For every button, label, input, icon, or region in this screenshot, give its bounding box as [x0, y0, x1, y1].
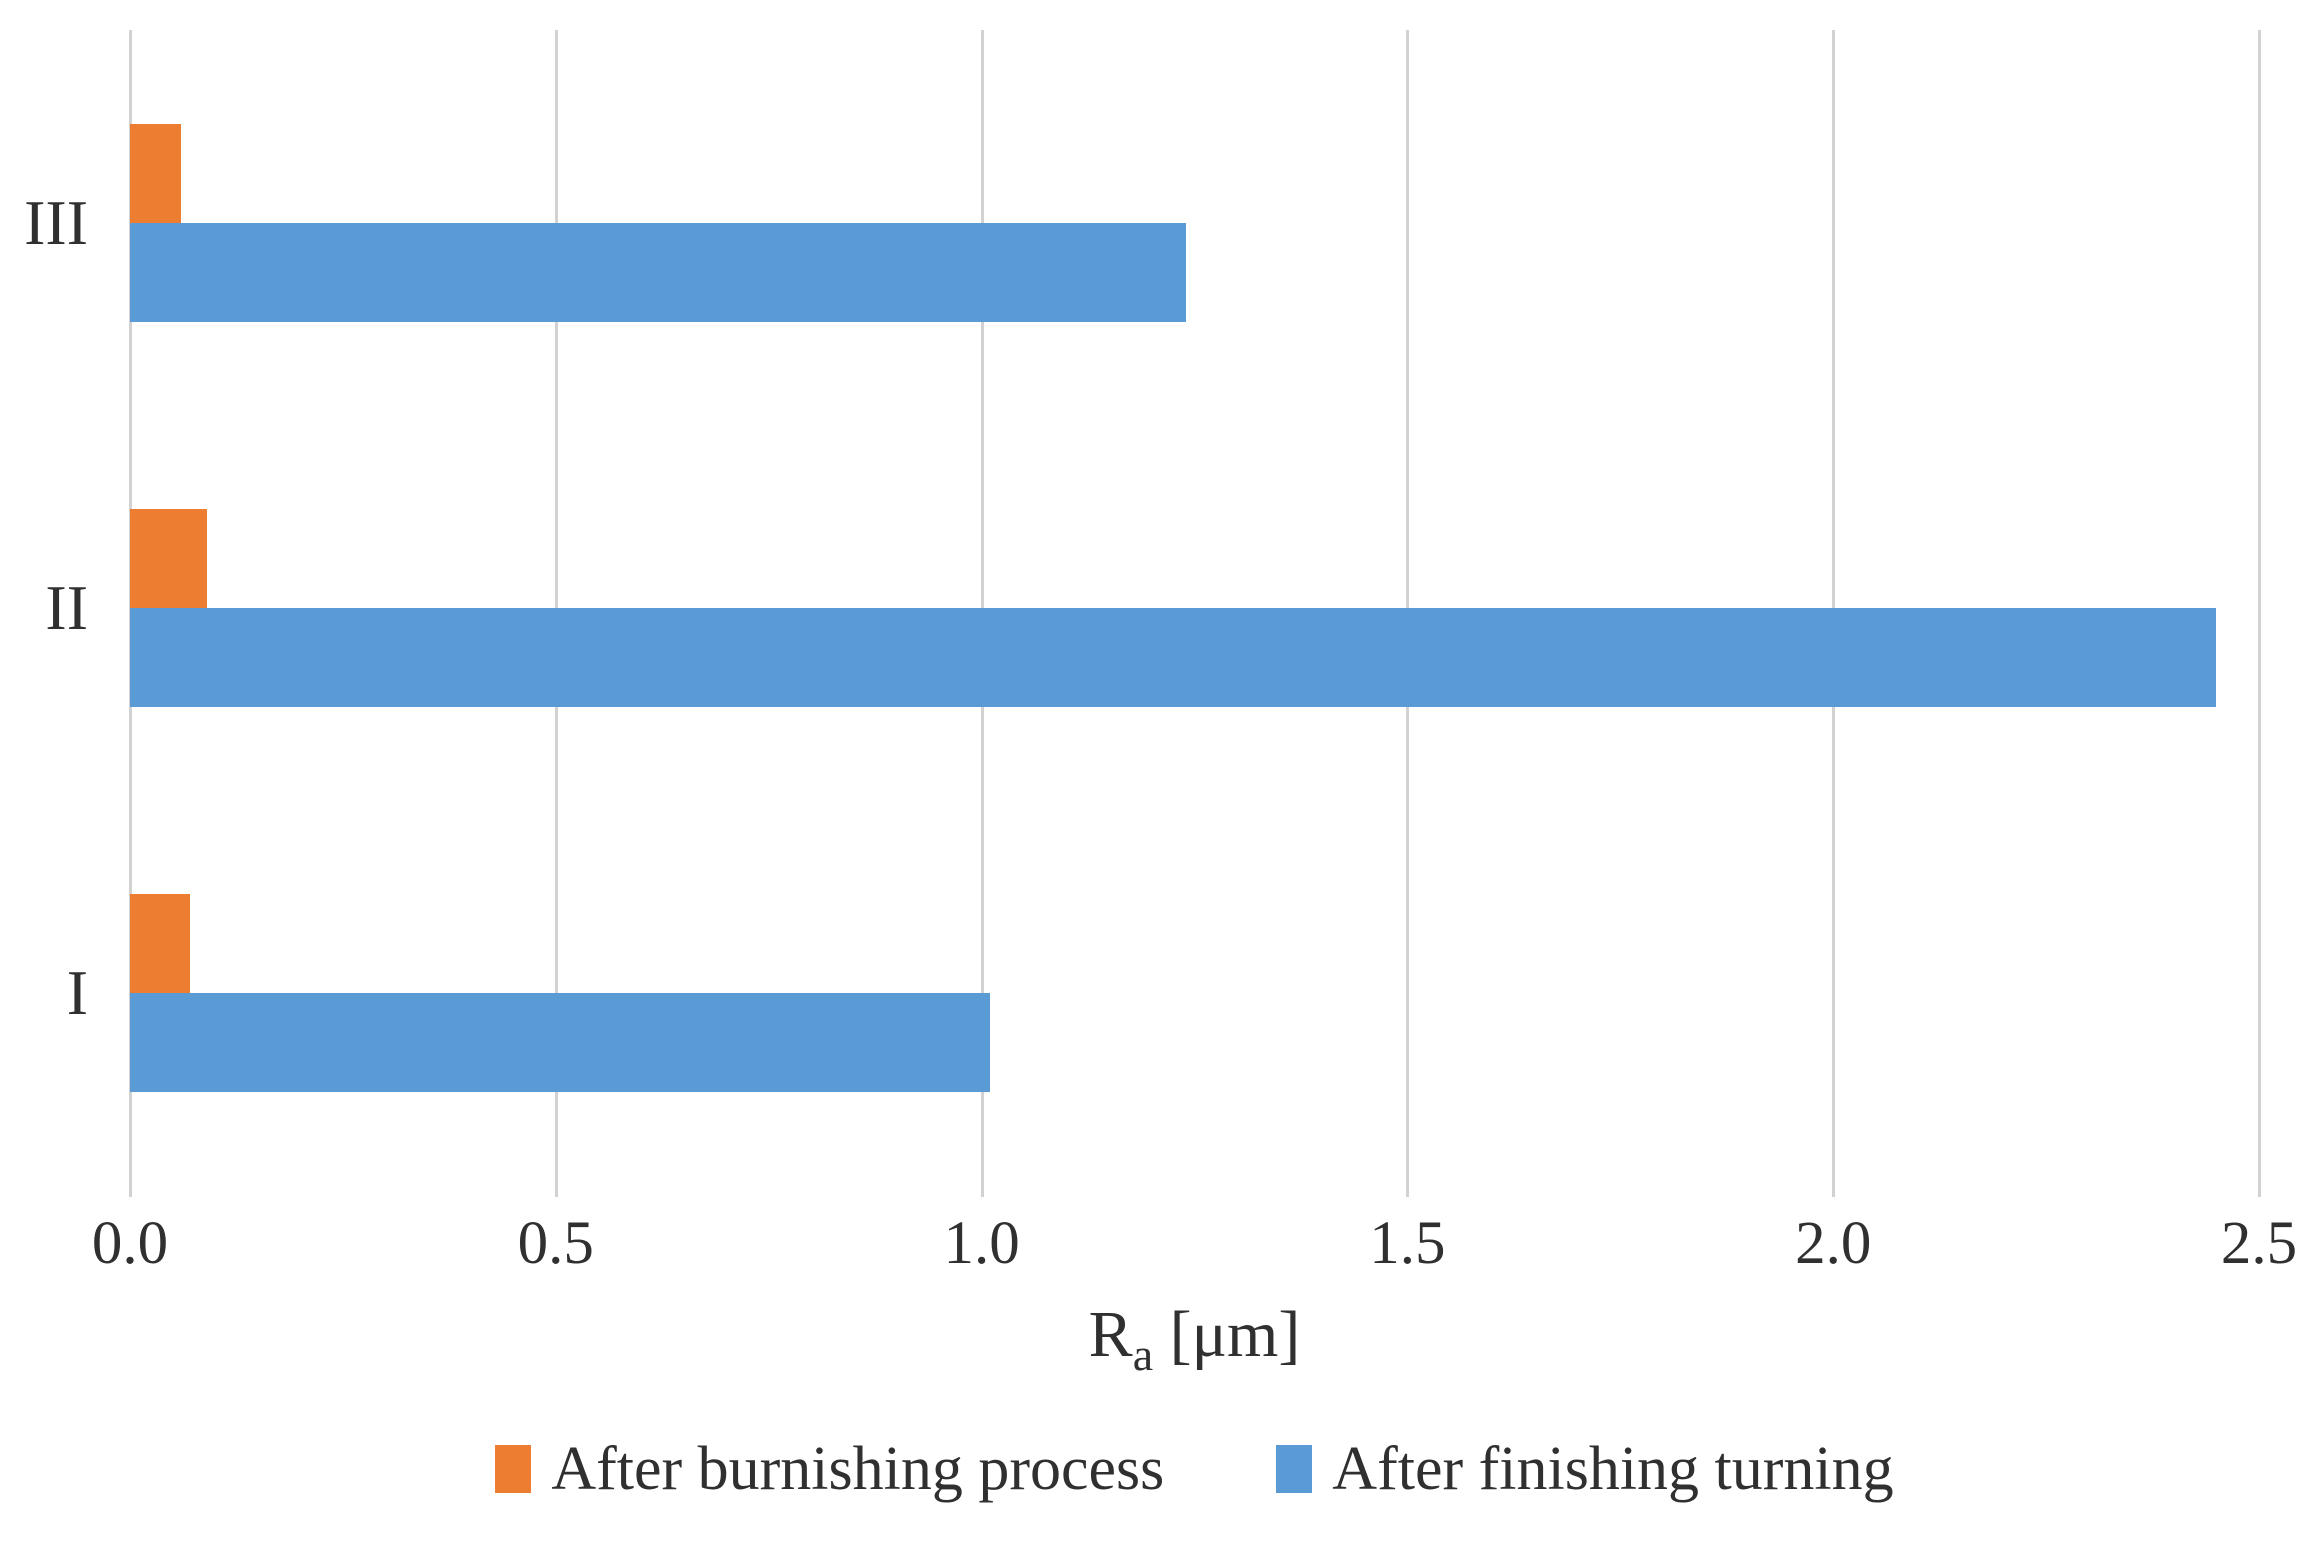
bar-after-burnishing-process-III [130, 124, 181, 223]
bar-after-finishing-turning-I [130, 993, 990, 1092]
legend-item-after-burnishing-process: After burnishing process [495, 1438, 1164, 1500]
legend-item-after-finishing-turning: After finishing turning [1276, 1435, 1894, 1503]
category-label: I [66, 956, 88, 1028]
category-label: III [24, 186, 88, 258]
x-axis-label: Ra [μm] [130, 1302, 2259, 1378]
category-label: II [45, 571, 88, 643]
x-tick-label: 2.5 [2220, 1210, 2298, 1277]
x-tick-label: 2.0 [1795, 1210, 1872, 1277]
x-tick-label: 1.5 [1369, 1210, 1446, 1277]
x-axis-label-unit: [μm] [1153, 1298, 1301, 1371]
bar-after-burnishing-process-II [130, 509, 207, 608]
legend-label: After finishing turning [1332, 1435, 1894, 1503]
bar-after-burnishing-process-I [130, 894, 190, 993]
x-tick-label: 0.0 [91, 1210, 169, 1277]
bar-after-finishing-turning-III [130, 223, 1186, 322]
bar-after-finishing-turning-II [130, 608, 2216, 707]
legend: After burnishing process After finishing … [130, 1438, 2259, 1500]
plot-area [129, 30, 2261, 1197]
x-axis-label-symbol: R [1088, 1298, 1133, 1371]
legend-label: After burnishing process [551, 1435, 1165, 1503]
x-axis-ticks: 0.0 0.5 1.0 1.5 2.0 2.5 [0, 1213, 2321, 1303]
category-axis: III II I [0, 0, 88, 1551]
legend-marker-after-burnishing-process [495, 1445, 532, 1493]
x-tick-label: 1.0 [943, 1210, 1020, 1277]
x-axis-label-subscript: a [1132, 1329, 1154, 1381]
legend-marker-after-finishing-turning [1276, 1445, 1313, 1493]
gridline [2258, 30, 2261, 1197]
x-tick-label: 0.5 [517, 1210, 594, 1277]
